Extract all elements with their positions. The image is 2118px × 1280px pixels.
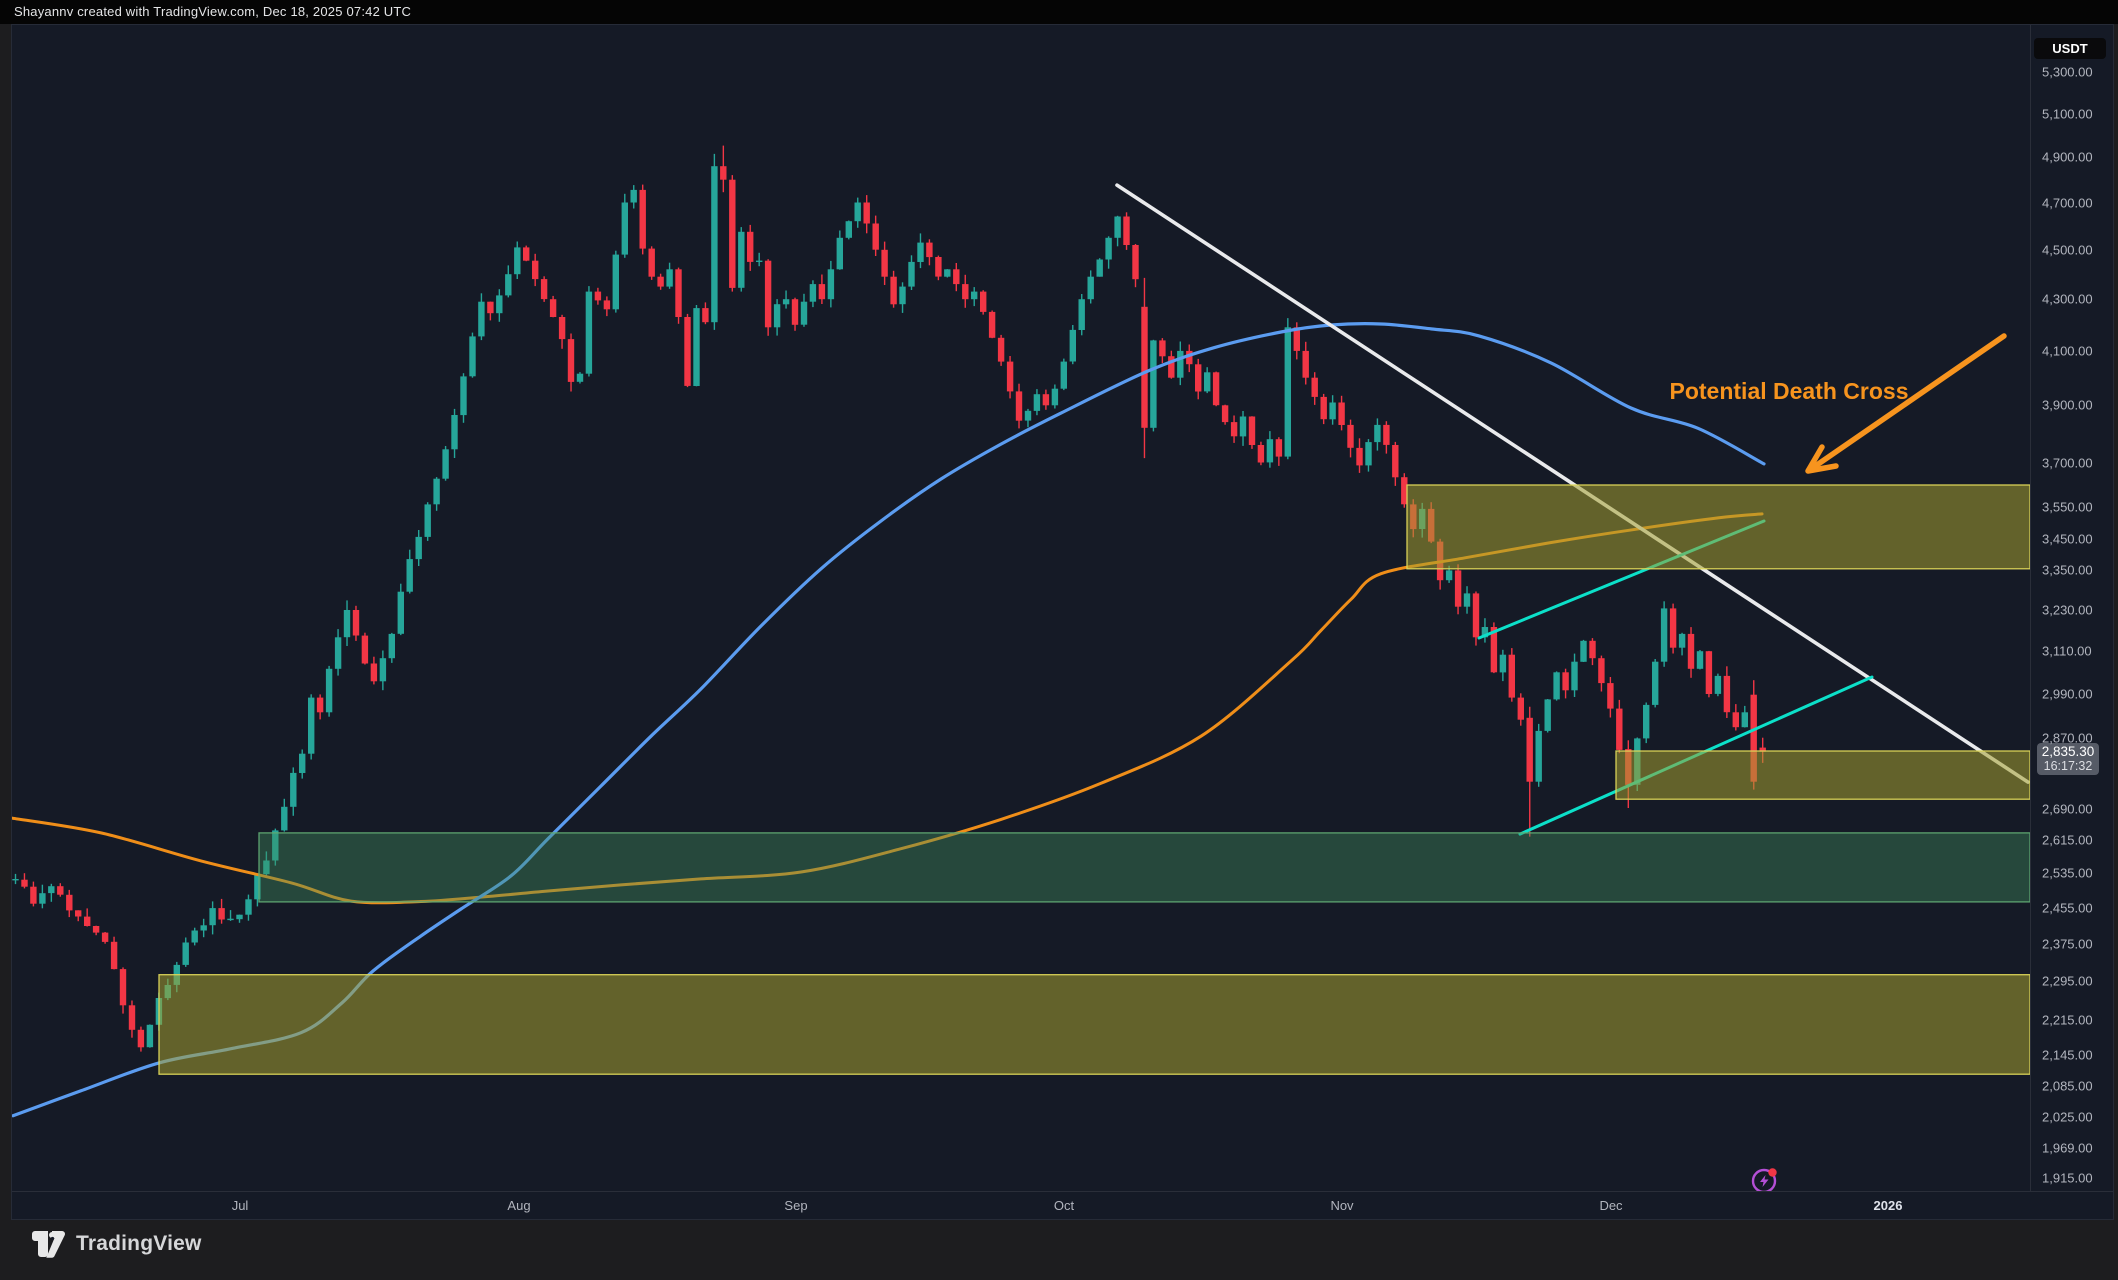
zone-demand-zone-bottom[interactable] — [158, 974, 2030, 1075]
price-tick: 2,535.00 — [2042, 865, 2093, 881]
price-tick: 2,615.00 — [2042, 832, 2093, 847]
price-tick: 2,295.00 — [2042, 973, 2093, 989]
last-price-label: 2,835.30 16:17:32 — [2037, 742, 2099, 775]
price-tick: 3,550.00 — [2042, 499, 2093, 515]
symbol-badge: USDT — [2034, 38, 2106, 59]
price-tick: 2,375.00 — [2042, 936, 2093, 952]
tradingview-logo: TradingView — [30, 1228, 202, 1260]
tradingview-logo-icon — [32, 1231, 65, 1258]
price-tick: 2,990.00 — [2042, 686, 2093, 702]
price-tick: 2,870.00 — [2042, 730, 2093, 746]
price-tick: 3,350.00 — [2042, 562, 2093, 578]
price-tick: 3,700.00 — [2042, 455, 2093, 470]
price-tick: 4,900.00 — [2042, 149, 2093, 165]
time-tick-aug: Aug — [507, 1198, 531, 1213]
price-tick: 5,100.00 — [2042, 106, 2093, 122]
attribution-bar: Shayannv created with TradingView.com, D… — [0, 0, 2118, 24]
death-cross-arrowhead — [1805, 444, 1839, 474]
chart-plot-area[interactable]: Potential Death Cross — [12, 25, 2030, 1191]
price-tick: 4,700.00 — [2042, 195, 2093, 210]
price-tick: 3,900.00 — [2042, 397, 2093, 413]
time-tick-sep: Sep — [784, 1198, 808, 1213]
attribution-text: Shayannv created with TradingView.com, D… — [14, 4, 412, 19]
price-tick: 1,915.00 — [2042, 1170, 2093, 1186]
price-axis[interactable]: USDT 2,835.30 16:17:32 5,300.00 5,100.00 4… — [2030, 25, 2113, 1191]
price-tick: 3,450.00 — [2042, 531, 2093, 546]
candles-series — [12, 145, 1766, 1052]
price-tick: 2,025.00 — [2042, 1109, 2093, 1125]
price-tick: 2,145.00 — [2042, 1047, 2093, 1063]
zone-support-zone-mid[interactable] — [1615, 750, 2030, 800]
tradingview-logo-text: TradingView — [76, 1232, 202, 1255]
time-tick-dec: Dec — [1599, 1198, 1623, 1213]
price-tick: 3,230.00 — [2042, 602, 2093, 618]
price-tick: 1,969.00 — [2042, 1140, 2093, 1156]
bar-countdown: 16:17:32 — [2043, 758, 2093, 773]
zone-support-zone-green[interactable] — [258, 832, 2030, 903]
chart-container: Potential Death Cross USDT 2,835.30 16:1… — [11, 24, 2114, 1220]
death-cross-annotation[interactable]: Potential Death Cross — [1670, 378, 1909, 404]
price-tick: 4,300.00 — [2042, 291, 2093, 307]
death-cross-arrow[interactable] — [1808, 333, 2007, 472]
time-tick-2026: 2026 — [1873, 1198, 1903, 1213]
price-tick: 4,500.00 — [2042, 242, 2093, 258]
last-price-value: 2,835.30 — [2041, 743, 2095, 759]
price-tick: 3,110.00 — [2042, 643, 2092, 659]
trendline-descending-resistance[interactable] — [1115, 183, 2030, 784]
price-tick: 5,300.00 — [2042, 64, 2093, 80]
price-tick: 2,215.00 — [2042, 1012, 2093, 1028]
time-tick-nov: Nov — [1330, 1198, 1354, 1213]
time-axis[interactable]: Jul Aug Sep Oct Nov Dec 2026 — [12, 1191, 2113, 1219]
price-tick: 2,455.00 — [2042, 900, 2093, 916]
price-tick: 2,085.00 — [2042, 1078, 2093, 1094]
lightning-badge-icon[interactable] — [1751, 1168, 1777, 1191]
time-tick-jul: Jul — [231, 1198, 249, 1213]
zone-supply-zone-upper[interactable] — [1406, 484, 2030, 570]
price-tick: 4,100.00 — [2042, 343, 2093, 359]
time-tick-oct: Oct — [1053, 1198, 1075, 1213]
price-tick: 2,690.00 — [2042, 801, 2093, 817]
